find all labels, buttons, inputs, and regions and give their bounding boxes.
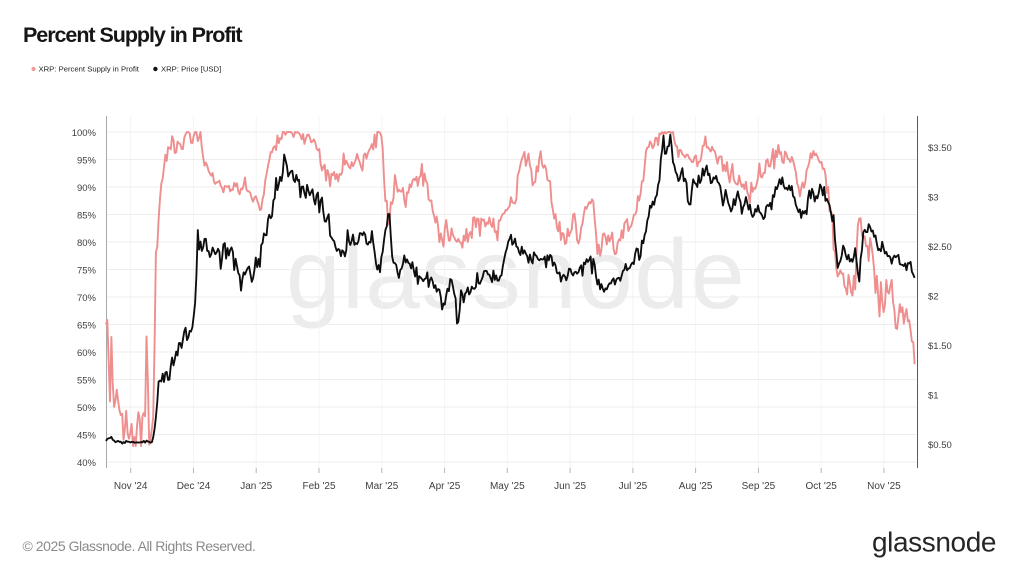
svg-text:Dec '24: Dec '24 <box>177 481 211 492</box>
svg-text:75%: 75% <box>77 266 97 277</box>
svg-text:glassnode: glassnode <box>286 219 746 329</box>
svg-text:90%: 90% <box>77 183 97 194</box>
svg-text:40%: 40% <box>77 458 97 469</box>
svg-text:45%: 45% <box>77 431 97 442</box>
svg-text:65%: 65% <box>77 321 97 332</box>
svg-text:55%: 55% <box>77 376 97 387</box>
svg-text:Jul '25: Jul '25 <box>619 481 648 492</box>
svg-text:Jun '25: Jun '25 <box>554 481 586 492</box>
svg-text:100%: 100% <box>72 128 97 139</box>
svg-text:70%: 70% <box>77 293 97 304</box>
svg-text:$2: $2 <box>928 292 939 303</box>
svg-text:$3: $3 <box>928 193 939 204</box>
svg-text:Mar '25: Mar '25 <box>365 481 398 492</box>
svg-text:Nov '25: Nov '25 <box>867 481 901 492</box>
svg-text:$1: $1 <box>928 391 939 402</box>
svg-text:Jan '25: Jan '25 <box>240 481 272 492</box>
svg-text:Percent Supply in Profit: Percent Supply in Profit <box>23 23 242 47</box>
svg-text:Sep '25: Sep '25 <box>742 481 776 492</box>
svg-text:$1.50: $1.50 <box>928 341 952 352</box>
svg-text:Apr '25: Apr '25 <box>429 481 461 492</box>
svg-text:85%: 85% <box>77 211 97 222</box>
svg-text:80%: 80% <box>77 238 97 249</box>
svg-text:Aug '25: Aug '25 <box>679 481 713 492</box>
svg-text:Feb '25: Feb '25 <box>302 481 335 492</box>
svg-text:$0.50: $0.50 <box>928 440 952 451</box>
svg-text:$3.50: $3.50 <box>928 143 952 154</box>
svg-text:glassnode: glassnode <box>872 527 996 558</box>
svg-text:Nov '24: Nov '24 <box>114 481 148 492</box>
svg-text:$2.50: $2.50 <box>928 242 952 253</box>
svg-text:60%: 60% <box>77 348 97 359</box>
svg-text:© 2025 Glassnode. All Rights R: © 2025 Glassnode. All Rights Reserved. <box>23 538 256 554</box>
svg-text:XRP: Price [USD]: XRP: Price [USD] <box>161 65 221 74</box>
svg-text:Oct '25: Oct '25 <box>806 481 838 492</box>
svg-text:50%: 50% <box>77 403 97 414</box>
svg-text:XRP: Percent Supply in Profit: XRP: Percent Supply in Profit <box>39 65 140 74</box>
svg-text:May '25: May '25 <box>490 481 525 492</box>
svg-text:95%: 95% <box>77 156 97 167</box>
